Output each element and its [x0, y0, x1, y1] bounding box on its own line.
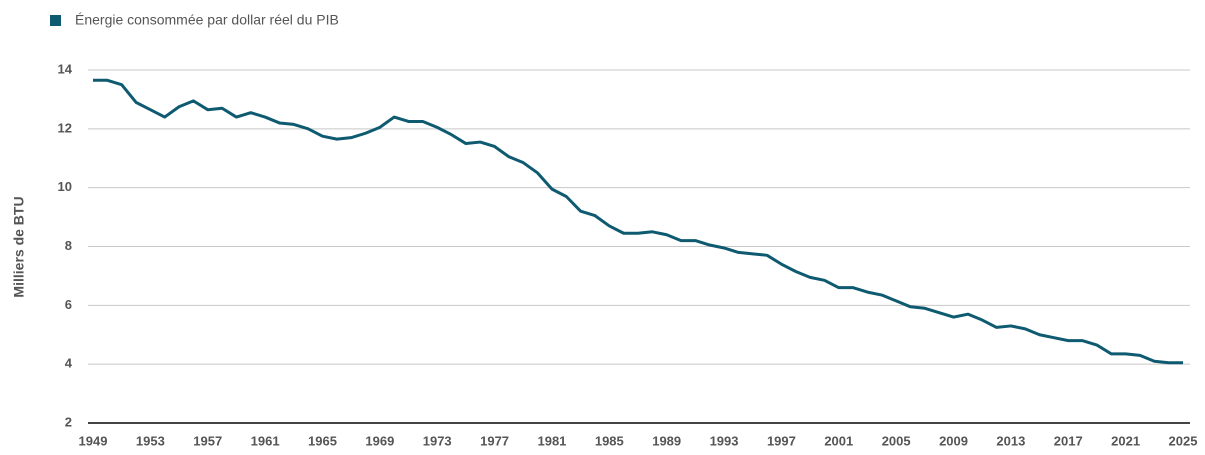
- x-tick-label: 1989: [652, 433, 681, 448]
- x-tick-label: 1953: [136, 433, 165, 448]
- data-line: [93, 78, 1183, 365]
- x-tick-label: 1973: [423, 433, 452, 448]
- x-tick-label: 2025: [1169, 433, 1198, 448]
- x-tick-label: 2021: [1111, 433, 1140, 448]
- x-tick-label: 2009: [939, 433, 968, 448]
- x-tick-label: 2013: [996, 433, 1025, 448]
- x-tick-label: 1981: [537, 433, 566, 448]
- y-tick-label: 14: [58, 61, 73, 76]
- x-tick-label: 1997: [767, 433, 796, 448]
- y-tick-label: 4: [65, 356, 73, 371]
- x-tick-label: 1961: [251, 433, 280, 448]
- y-tick-label: 8: [65, 238, 72, 253]
- y-tick-label: 10: [58, 179, 72, 194]
- y-tick-label: 12: [58, 120, 72, 135]
- x-tick-label: 2017: [1054, 433, 1083, 448]
- x-tick-label: 2005: [882, 433, 911, 448]
- legend-label: Énergie consommée par dollar réel du PIB: [75, 12, 339, 28]
- y-axis-title: Milliers de BTU: [11, 196, 27, 297]
- y-tick-label: 2: [65, 414, 72, 429]
- x-tick-label: 1985: [595, 433, 624, 448]
- y-tick-label: 6: [65, 297, 72, 312]
- legend-swatch: [50, 15, 61, 26]
- x-tick-label: 1977: [480, 433, 509, 448]
- x-tick-label: 1993: [710, 433, 739, 448]
- x-tick-label: 2001: [824, 433, 853, 448]
- x-tick-label: 1965: [308, 433, 337, 448]
- x-tick-label: 1969: [365, 433, 394, 448]
- x-tick-label: 1957: [193, 433, 222, 448]
- x-tick-label: 1949: [79, 433, 108, 448]
